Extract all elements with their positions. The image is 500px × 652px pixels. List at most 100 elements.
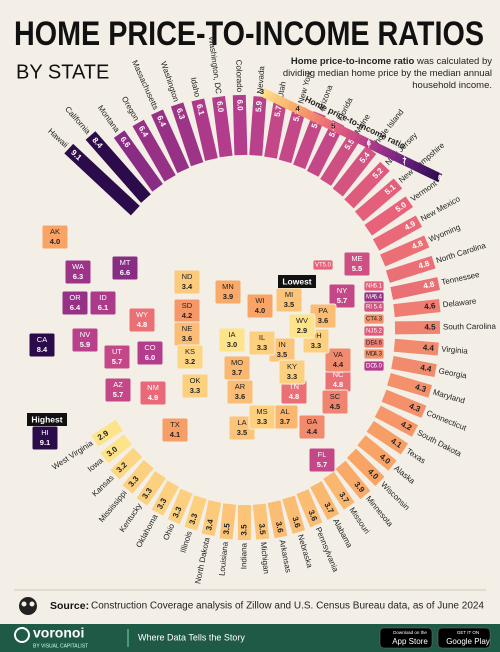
- bar: [394, 320, 441, 335]
- state-value: 4.6: [374, 341, 383, 347]
- state-abbr: AZ: [113, 380, 123, 389]
- legend-swatch: [326, 120, 336, 131]
- state-value: 5.2: [374, 329, 383, 335]
- state-tile: [328, 283, 356, 309]
- state-abbr: KY: [287, 362, 297, 371]
- state-tile: [308, 447, 336, 473]
- bar-value-label: 5.9: [254, 100, 264, 112]
- legend-swatch: [429, 169, 438, 181]
- state-abbr: NJ: [366, 329, 373, 335]
- bar: [201, 500, 222, 537]
- bar-value-label: 4.8: [422, 280, 435, 291]
- bar-value-label: 4.3: [414, 382, 428, 394]
- state-abbr: NY: [337, 286, 347, 295]
- state-value: 4.4: [333, 360, 344, 369]
- app-store-button[interactable]: [379, 627, 433, 649]
- source-icon-eye: [21, 601, 27, 607]
- state-abbr: WA: [72, 262, 84, 271]
- state-tile: [103, 344, 131, 370]
- bar: [91, 419, 123, 447]
- google-play-button[interactable]: [437, 627, 491, 649]
- bar-category-label: New Mexico: [419, 194, 462, 223]
- bar-value-label: 3.3: [187, 512, 199, 526]
- state-tile: [248, 404, 276, 430]
- legend-swatch: [273, 94, 283, 105]
- state-tile: [278, 359, 306, 385]
- note-bold: Home price-to-income ratio: [290, 56, 415, 67]
- bar: [366, 420, 409, 455]
- legend-swatch: [335, 124, 345, 135]
- legend-swatch: [304, 109, 314, 120]
- source-label: Source:: [50, 600, 89, 612]
- state-tile: [161, 417, 189, 443]
- state-tile: [111, 255, 139, 281]
- state-value: 3.2: [185, 357, 195, 366]
- legend-tick-label: 6: [367, 139, 371, 148]
- highest-label: Highest: [31, 414, 62, 424]
- bar-category-label: Kentucky: [118, 502, 144, 534]
- state-value: 4.2: [182, 311, 192, 320]
- state-value: 6.0: [374, 364, 383, 370]
- state-value: 6.0: [145, 353, 155, 362]
- state-abbr: MN: [222, 282, 234, 291]
- state-abbr: ID: [99, 293, 107, 302]
- bar-category-label: Minnesota: [364, 494, 395, 529]
- bar: [390, 277, 441, 300]
- legend-tick-label: 5: [331, 121, 335, 130]
- state-abbr: PA: [318, 306, 327, 315]
- bar-category-label: Wisconsin: [379, 480, 411, 512]
- bar-category-label: Illinois: [179, 530, 194, 554]
- state-value: 5.7: [112, 357, 122, 366]
- bar: [151, 480, 179, 516]
- state-abbr: AR: [235, 382, 246, 391]
- bar-category-label: Alaska: [392, 464, 417, 486]
- bar-value-label: 3.6: [306, 509, 319, 523]
- state-tile: [176, 344, 204, 370]
- state-value: 3.7: [232, 368, 242, 377]
- bar: [372, 215, 423, 251]
- bar: [136, 470, 166, 506]
- bar-category-label: Vermont: [409, 179, 439, 204]
- bar-category-label: Iowa: [86, 456, 105, 474]
- chart-subtitle: BY STATE: [16, 61, 109, 83]
- legend-tick-label: 8: [438, 173, 442, 182]
- bar-value-label: 3.3: [171, 505, 184, 519]
- state-value: 4.1: [170, 430, 180, 439]
- state-tile: [28, 332, 56, 358]
- bar: [310, 481, 340, 520]
- state-value: 4.8: [137, 320, 147, 329]
- legend-swatch: [268, 92, 278, 103]
- bar-category-label: Nebraska: [296, 533, 315, 569]
- bar: [167, 488, 193, 525]
- state-abbr: HI: [41, 428, 49, 437]
- state-value: 5.1: [374, 284, 383, 290]
- bar-category-label: Wyoming: [428, 223, 462, 244]
- bar-value-label: 3.6: [290, 516, 302, 530]
- state-value: 4.3: [374, 352, 383, 358]
- bar-category-label: Indiana: [239, 542, 248, 569]
- bar-category-label: Texas: [405, 446, 427, 465]
- bar: [184, 495, 207, 531]
- state-abbr: MT: [120, 258, 131, 267]
- state-abbr: CA: [37, 335, 47, 344]
- google-play-small: GET IT ON: [457, 630, 479, 635]
- state-value: 5.9: [80, 340, 90, 349]
- legend-swatch: [424, 167, 434, 178]
- state-tile: [324, 347, 352, 373]
- bar-category-label: Oklahoma: [134, 512, 160, 549]
- state-abbr: IA: [228, 330, 235, 339]
- bar: [132, 119, 176, 182]
- bar-category-label: Idaho: [189, 76, 202, 98]
- state-tile: [363, 360, 385, 372]
- state-value: 4.8: [289, 392, 299, 401]
- state-abbr: SC: [330, 392, 341, 401]
- bar: [282, 495, 306, 534]
- bar: [264, 100, 287, 159]
- bar: [293, 111, 326, 170]
- bar-category-label: Virginia: [441, 344, 469, 355]
- state-abbr: FL: [318, 450, 327, 459]
- bar: [237, 504, 251, 541]
- state-value: 5.0: [323, 263, 332, 269]
- source-icon: [19, 597, 37, 615]
- legend-swatch: [415, 163, 425, 174]
